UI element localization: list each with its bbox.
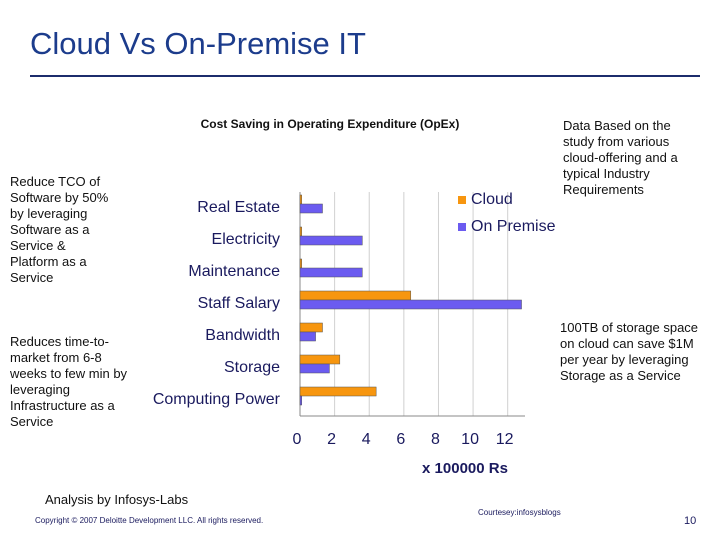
x-tick-label: 10 [461,431,479,448]
left-note: Reduces time-to-market from 6-8 weeks to… [10,334,128,429]
x-tick-label: 4 [362,431,371,448]
bar [299,267,363,278]
page-number: 10 [684,515,697,527]
analysis: Analysis by Infosys-Labs [45,492,189,507]
bar [299,258,302,269]
bar [299,331,316,342]
legend-swatch [458,196,466,204]
right-note: 100TB of storage space on cloud can save… [560,320,699,383]
bar [299,395,302,406]
x-tick-label: 8 [431,431,440,448]
bar [299,386,377,397]
x-axis-label: x 100000 Rs [422,460,508,477]
x-tick-label: 2 [327,431,336,448]
y-tick-label: Bandwidth [205,327,280,344]
chart-title: Cost Saving in Operating Expenditure (Op… [201,117,460,131]
bar [299,354,341,365]
slide-title: Cloud Vs On-Premise IT [30,26,366,61]
legend-label: Cloud [471,191,513,208]
y-tick-label: Staff Salary [198,295,280,312]
courtesy: Courtesey:infosysblogs [478,508,561,517]
bar [299,194,302,205]
bar [299,363,330,374]
y-tick-label: Computing Power [153,391,281,408]
y-tick-label: Storage [224,359,280,376]
y-tick-label: Real Estate [197,199,280,216]
bar [299,226,302,237]
bar [299,290,412,301]
y-tick-label: Electricity [212,231,280,248]
copyright: Copyright © 2007 Deloitte Development LL… [35,516,264,525]
x-tick-label: 0 [293,431,302,448]
x-tick-label: 12 [496,431,514,448]
legend-label: On Premise [471,218,556,235]
legend-swatch [458,223,466,231]
bar [299,299,522,310]
left-note: Reduce TCO of Software by 50% by leverag… [10,174,109,285]
x-tick-label: 6 [396,431,405,448]
bar [299,235,363,246]
y-tick-label: Maintenance [188,263,280,280]
right-note: Data Based on the study from various clo… [563,118,678,197]
bar [299,203,323,214]
bar [299,322,323,333]
title-rule [30,75,700,77]
